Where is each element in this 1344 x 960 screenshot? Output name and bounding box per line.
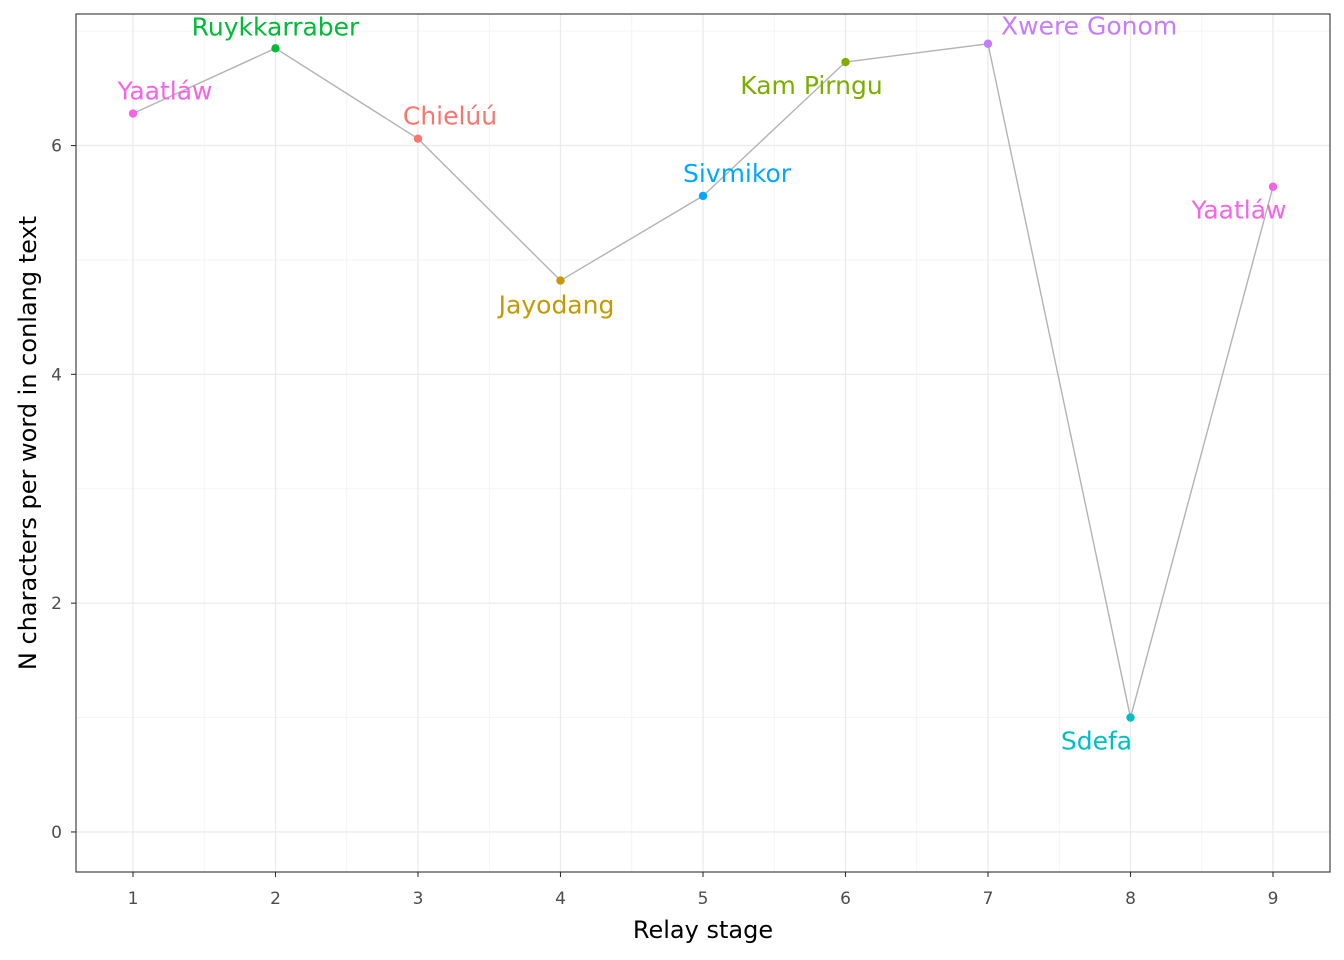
- x-tick-label: 9: [1268, 889, 1279, 909]
- y-tick-label: 6: [51, 137, 62, 157]
- point-label: Yaatláw: [117, 77, 213, 106]
- x-axis-title: Relay stage: [633, 916, 773, 944]
- y-tick-label: 0: [51, 823, 62, 843]
- point-label: Sdefa: [1061, 727, 1132, 756]
- x-tick-label: 1: [128, 889, 139, 909]
- point-label: Sivmikor: [683, 159, 792, 188]
- data-point: [841, 57, 850, 67]
- data-point: [556, 276, 565, 285]
- point-labels: Yaatláw Ruykkarraber Chielúú Jayodang Sivmik…: [117, 12, 1287, 756]
- y-tick-label: 4: [51, 365, 62, 385]
- data-point: [413, 134, 423, 143]
- point-label: Kam Pirngu: [740, 71, 882, 100]
- data-point: [271, 44, 280, 53]
- point-label: Xwere Gonom: [1001, 12, 1177, 41]
- x-tick-label: 3: [413, 889, 424, 909]
- data-point: [1126, 713, 1135, 722]
- data-point: [1268, 182, 1278, 191]
- data-point: [128, 109, 138, 118]
- data-point: [698, 191, 708, 201]
- y-tick-label: 2: [51, 594, 62, 614]
- point-label: Ruykkarraber: [192, 12, 360, 41]
- x-tick-label: 7: [983, 889, 994, 909]
- y-axis: 0 2 4 6: [51, 137, 76, 843]
- x-tick-label: 6: [840, 889, 851, 909]
- point-label: Jayodang: [497, 291, 615, 320]
- x-tick-label: 8: [1125, 889, 1136, 909]
- y-axis-title: N characters per word in conlang text: [14, 216, 42, 670]
- point-label: Yaatláw: [1191, 196, 1287, 225]
- x-tick-label: 5: [698, 889, 709, 909]
- x-axis: 1 2 3 4 5 6 7 8 9: [128, 872, 1279, 909]
- grid: [76, 14, 1330, 872]
- data-point: [983, 39, 993, 48]
- x-tick-label: 4: [555, 889, 566, 909]
- data-points: [128, 39, 1278, 722]
- point-label: Chielúú: [403, 102, 497, 131]
- x-tick-label: 2: [270, 889, 281, 909]
